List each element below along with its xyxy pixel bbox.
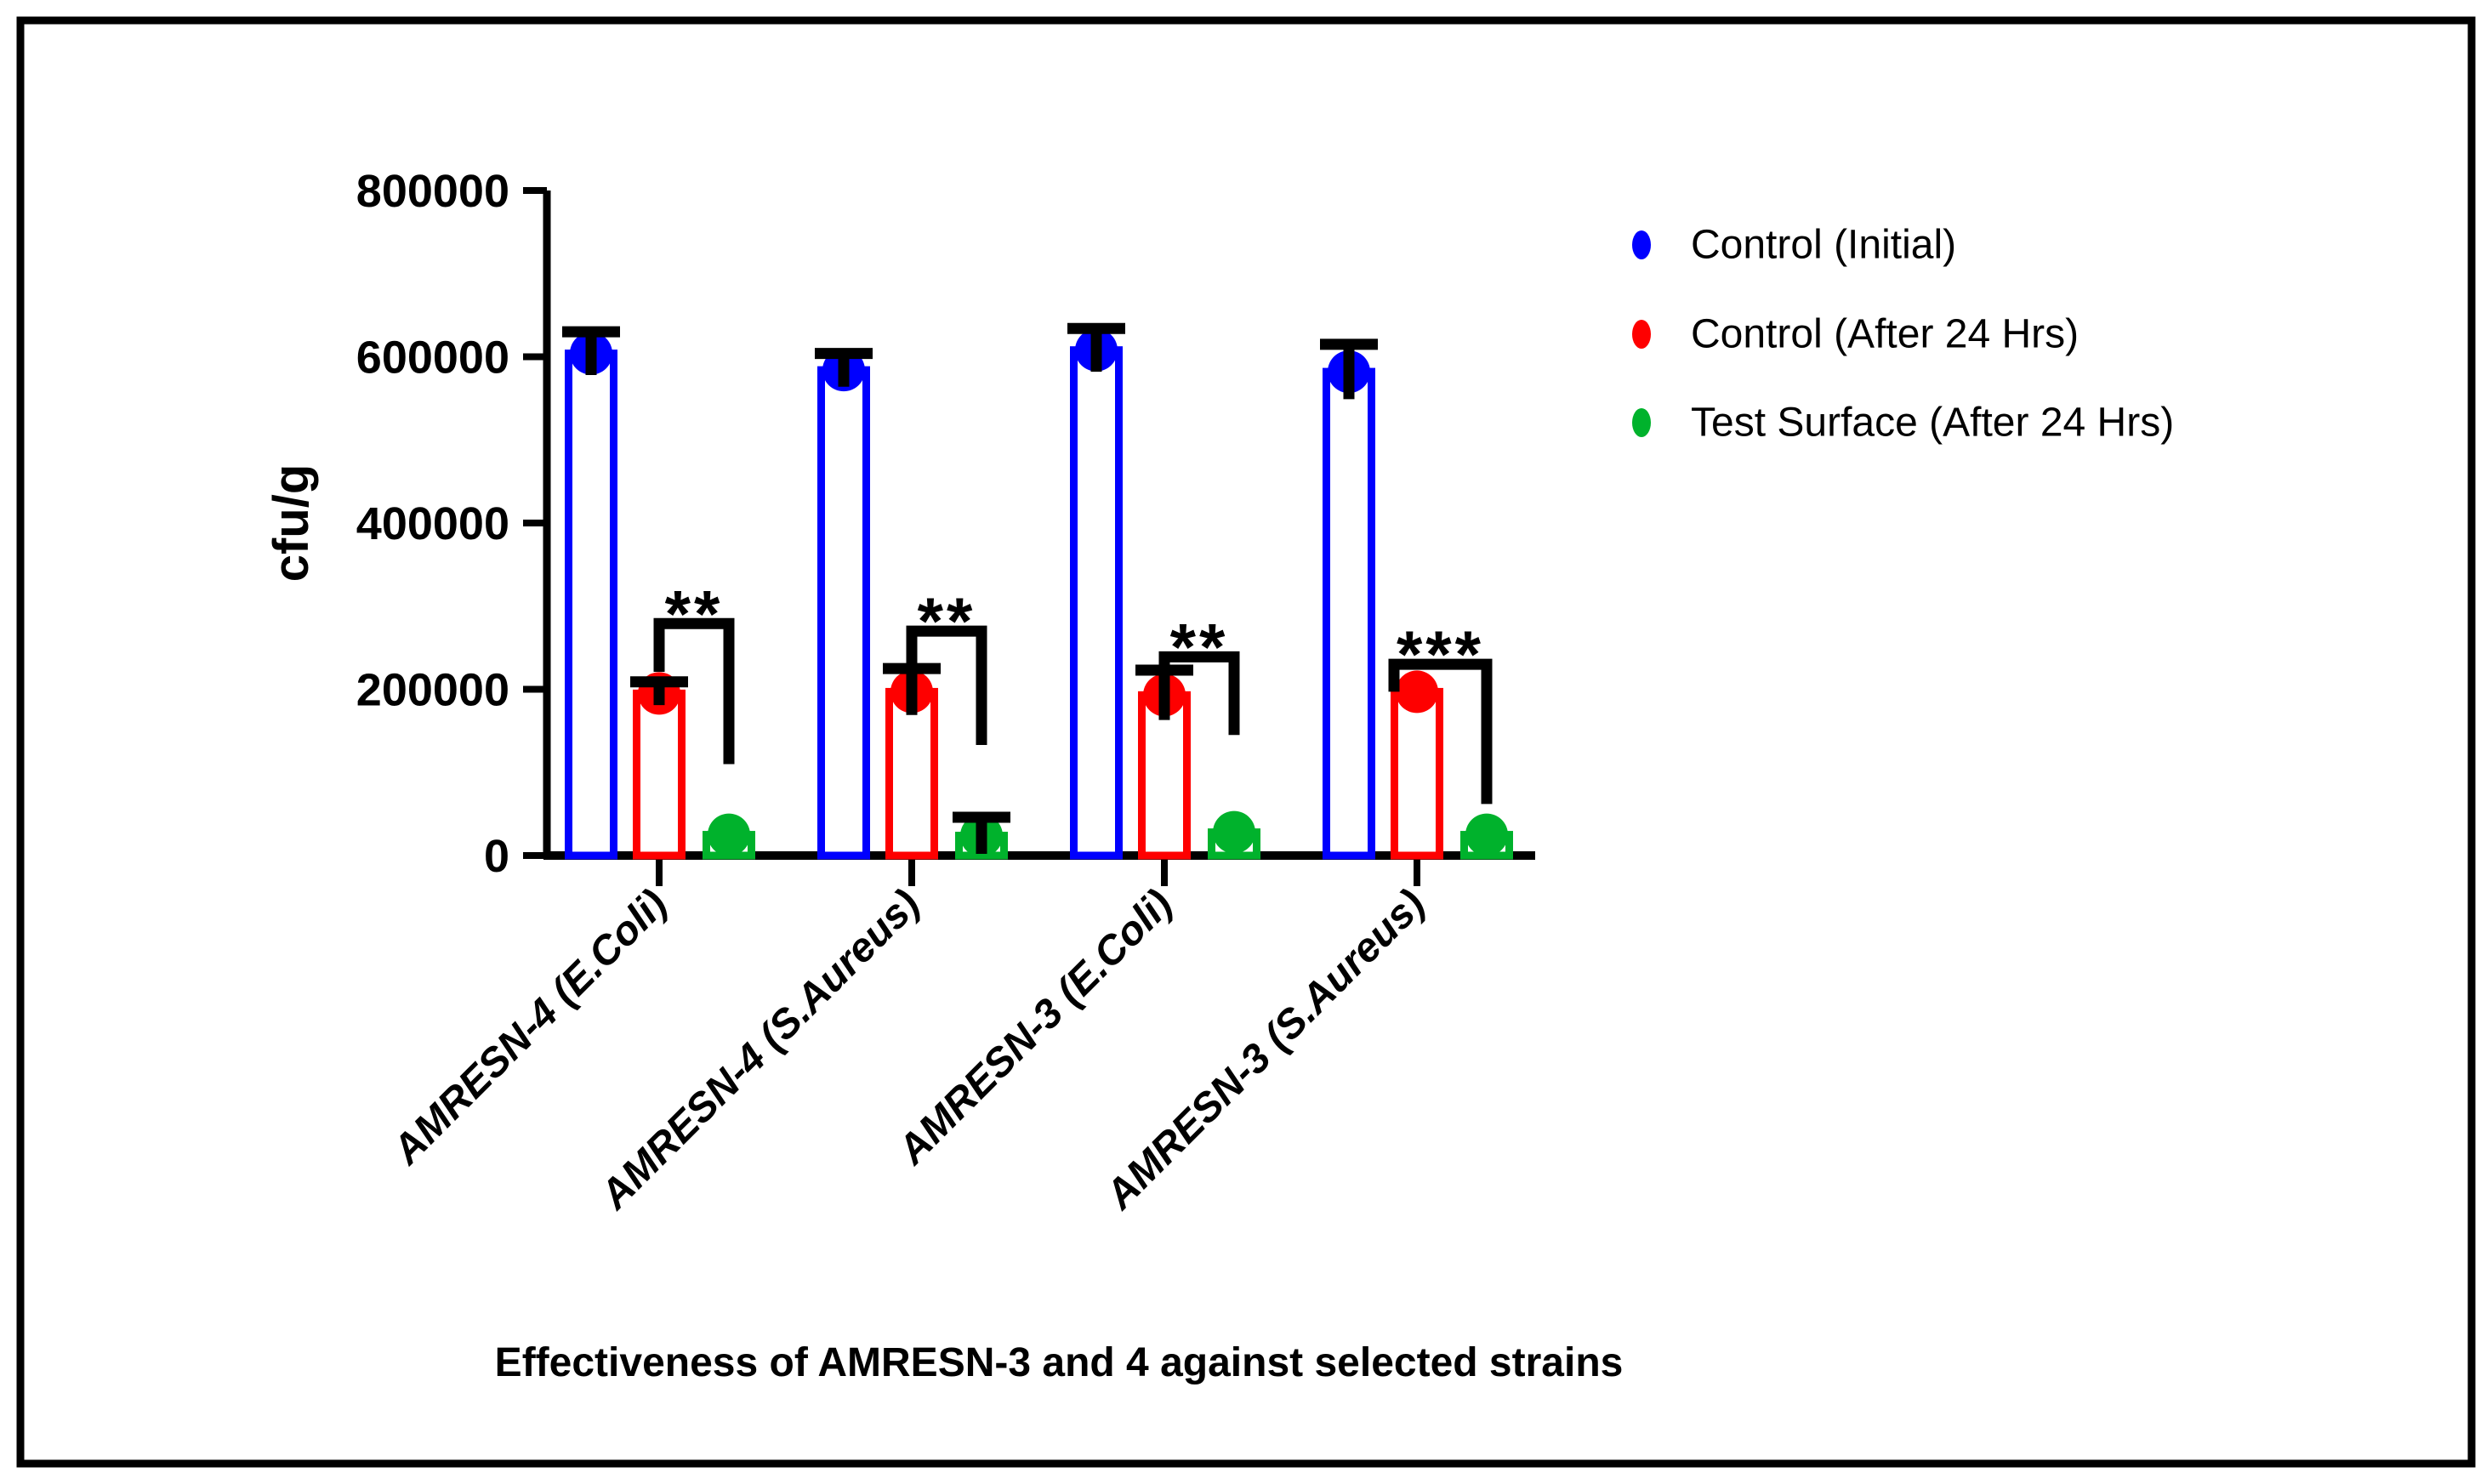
significance-stars: ** [918,583,976,658]
significance-stars: ** [1170,609,1229,684]
legend: Control (Initial) Control (After 24 Hrs) T… [1632,223,2174,446]
data-point [1213,810,1255,854]
significance-stars: ** [665,576,724,651]
bar [565,350,617,860]
legend-marker [1632,408,1651,437]
data-point [1465,813,1508,856]
y-tick-label: 200000 [356,665,509,716]
legend-label: Control (Initial) [1691,223,1956,268]
bar [885,687,938,860]
legend-label: Test Surface (After 24 Hrs) [1691,401,2174,446]
bar [1323,367,1375,860]
legend-marker [1632,230,1651,259]
bar [817,366,870,860]
data-point [708,813,750,856]
bar [1391,687,1443,860]
figure-border [16,16,2476,1468]
significance-bracket [653,617,735,765]
significance-bracket [1158,651,1240,736]
legend-label: Control (After 24 Hrs) [1691,312,2079,357]
y-tick-label: 0 [484,831,509,882]
significance-stars: *** [1397,617,1484,691]
chart-title: Effectiveness of AMRESN-3 and 4 against … [495,1340,1624,1385]
y-tick-label: 800000 [356,166,509,217]
bar [633,689,686,860]
significance-bracket [1388,658,1493,805]
y-tick-label: 400000 [356,498,509,549]
bar [1070,346,1123,860]
legend-marker [1632,320,1651,349]
data-point [1396,670,1438,714]
y-axis-label: cfu/g [264,464,319,583]
significance-bracket [906,625,987,745]
y-tick-label: 600000 [356,333,509,384]
